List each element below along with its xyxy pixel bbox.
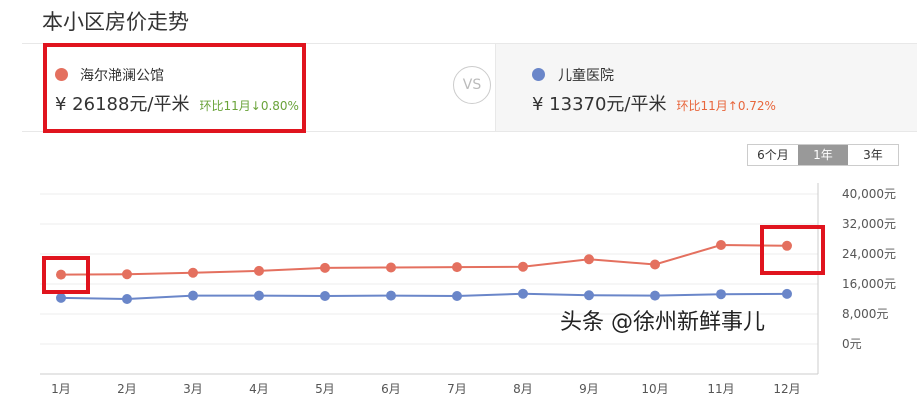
x-tick-label: 10月 bbox=[641, 382, 668, 396]
y-tick-label: 40,000元 bbox=[842, 187, 896, 201]
right-change: 环比11月↑0.72% bbox=[676, 99, 776, 113]
highlight-box-first-point bbox=[42, 256, 90, 294]
x-tick-label: 6月 bbox=[381, 382, 401, 396]
data-point bbox=[254, 265, 264, 276]
data-point bbox=[650, 259, 660, 270]
data-point bbox=[584, 290, 594, 301]
data-point bbox=[386, 262, 396, 273]
series-line-0 bbox=[60, 243, 788, 276]
x-tick-label: 11月 bbox=[707, 382, 734, 396]
highlight-box-last-point bbox=[760, 225, 825, 275]
data-point bbox=[122, 269, 132, 280]
data-point bbox=[584, 254, 594, 265]
left-community-name: 海尔滟澜公馆 bbox=[80, 68, 164, 84]
data-point bbox=[56, 269, 66, 280]
right-price: ¥ 13370元/平米 bbox=[532, 94, 667, 115]
x-tick-label: 9月 bbox=[579, 382, 599, 396]
x-tick-label: 12月 bbox=[773, 382, 800, 396]
data-point bbox=[518, 261, 528, 272]
y-tick-label: 0元 bbox=[842, 337, 862, 351]
range-tabs: 6个月 1年 3年 bbox=[747, 144, 899, 166]
data-point bbox=[650, 290, 660, 301]
y-tick-label: 16,000元 bbox=[842, 277, 896, 291]
tab-1-year[interactable]: 1年 bbox=[798, 145, 848, 165]
right-community-name: 儿童医院 bbox=[558, 68, 614, 84]
left-price: ¥ 26188元/平米 bbox=[55, 94, 190, 115]
series-line-1 bbox=[60, 292, 788, 301]
x-tick-label: 7月 bbox=[447, 382, 467, 396]
data-point bbox=[386, 290, 396, 301]
highlight-box-price bbox=[43, 43, 306, 133]
data-point bbox=[452, 262, 462, 273]
data-point bbox=[122, 294, 132, 304]
data-point bbox=[782, 240, 792, 251]
watermark: 头条 @徐州新鲜事儿 bbox=[560, 310, 765, 335]
x-tick-label: 3月 bbox=[183, 382, 203, 396]
data-point bbox=[782, 288, 792, 299]
x-tick-label: 4月 bbox=[249, 382, 269, 396]
y-tick-label: 8,000元 bbox=[842, 307, 888, 321]
tab-3-years[interactable]: 3年 bbox=[848, 145, 898, 165]
data-point bbox=[188, 267, 198, 278]
vs-badge: VS bbox=[453, 66, 491, 104]
data-point bbox=[716, 289, 726, 300]
left-change: 环比11月↓0.80% bbox=[199, 99, 299, 113]
data-point bbox=[56, 292, 66, 303]
data-point bbox=[254, 290, 264, 301]
x-tick-label: 5月 bbox=[315, 382, 335, 396]
right-compare-card: 儿童医院 ¥ 13370元/平米 环比11月↑0.72% bbox=[495, 44, 917, 131]
left-price-row: ¥ 26188元/平米 环比11月↓0.80% bbox=[55, 90, 299, 116]
data-point bbox=[518, 288, 528, 299]
y-tick-label: 24,000元 bbox=[842, 247, 896, 261]
data-point bbox=[188, 290, 198, 301]
left-series-dot bbox=[55, 68, 68, 81]
data-point bbox=[716, 240, 726, 250]
data-point bbox=[320, 291, 330, 301]
x-tick-label: 2月 bbox=[117, 382, 137, 396]
right-price-row: ¥ 13370元/平米 环比11月↑0.72% bbox=[532, 90, 776, 116]
data-point bbox=[320, 262, 330, 273]
right-series-dot bbox=[532, 68, 545, 81]
comparison-panel: 海尔滟澜公馆 ¥ 26188元/平米 环比11月↓0.80% 儿童医院 ¥ 13… bbox=[22, 43, 917, 132]
data-point bbox=[452, 291, 462, 301]
y-tick-label: 32,000元 bbox=[842, 217, 896, 231]
tab-6-months[interactable]: 6个月 bbox=[748, 145, 798, 165]
x-tick-label: 1月 bbox=[51, 382, 71, 396]
page-title: 本小区房价走势 bbox=[42, 10, 189, 34]
x-tick-label: 8月 bbox=[513, 382, 533, 396]
